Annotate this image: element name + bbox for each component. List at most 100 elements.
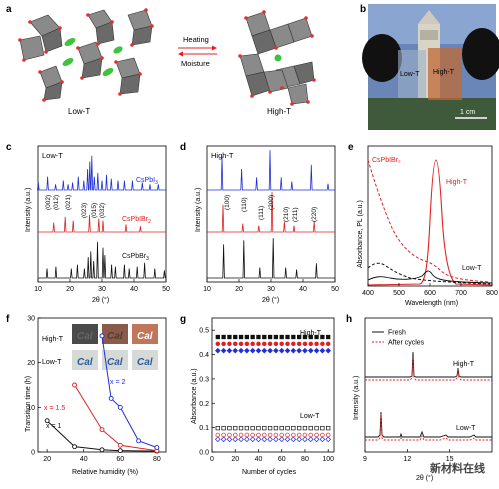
data-point	[154, 445, 160, 450]
data-point	[296, 425, 302, 431]
data-point	[227, 341, 232, 347]
data-point	[302, 436, 308, 443]
data-point	[221, 425, 226, 431]
data-point	[325, 347, 331, 354]
data-point	[296, 432, 302, 438]
data-point	[285, 432, 290, 438]
x-tick-label: 60	[116, 456, 124, 463]
panel-d-corner: High-T	[211, 151, 234, 160]
x-tick-label: 40	[130, 286, 138, 293]
data-point	[227, 334, 232, 340]
x-tick-label: 10	[34, 286, 42, 293]
label-high-t-g: High-T	[300, 330, 322, 337]
miller-210: (210)	[283, 207, 290, 222]
y-tick-label: 0.1	[199, 425, 209, 432]
inset-hight-x1	[72, 324, 98, 344]
x-axis-label-g: Number of cycles	[242, 469, 297, 476]
high-t-label: High-T	[267, 107, 291, 116]
data-point	[326, 334, 331, 340]
data-point	[256, 341, 261, 347]
inset-high-t-label: High-T	[42, 336, 64, 343]
x-tick-label: 30	[98, 286, 106, 293]
data-point	[262, 334, 267, 340]
data-point	[296, 341, 302, 347]
cycle-stability-plot: 0.0 0.1 0.2 0.3 0.4 0.5 0 20 40 60 80 100	[199, 328, 334, 463]
x-tick-label: 12	[403, 456, 411, 463]
x-axis-label-h: 2θ (°)	[416, 474, 433, 482]
miller-220: (220)	[311, 207, 318, 222]
trace-low-t-after	[365, 413, 492, 441]
data-point	[256, 425, 261, 431]
high-t-cs-atom	[274, 54, 282, 62]
data-point	[307, 347, 314, 354]
data-point	[262, 432, 267, 438]
miller-100: (100)	[224, 195, 231, 210]
label-high-t-h: High-T	[453, 361, 475, 368]
photo-glove-right	[462, 28, 499, 80]
label-x15: x = 1.5	[44, 405, 65, 412]
data-point	[279, 425, 284, 431]
data-point	[250, 334, 255, 340]
xrd-series-0	[37, 155, 166, 191]
low-t-structure	[19, 9, 153, 101]
data-point	[267, 425, 273, 431]
x-tick-label: 50	[331, 286, 339, 293]
data-point	[232, 347, 239, 354]
inset-logo-5: Cal	[107, 357, 123, 368]
scale-bar-label: 1 cm	[460, 109, 475, 116]
data-point	[314, 341, 319, 347]
data-point	[285, 341, 290, 347]
data-point	[273, 341, 279, 347]
panel-label-c: c	[6, 142, 12, 153]
photo-film-low-t	[398, 50, 426, 98]
x-tick-label: 50	[162, 286, 170, 293]
data-point	[233, 425, 238, 431]
inset-logo-3: Cal	[137, 331, 153, 342]
inset-lowt-x1	[72, 350, 98, 370]
data-point	[273, 432, 279, 438]
miller-012: (012)	[53, 195, 60, 210]
data-point	[221, 334, 226, 340]
data-point	[249, 436, 256, 443]
data-point	[72, 444, 78, 450]
data-point	[238, 347, 244, 354]
data-point	[267, 347, 273, 354]
data-point	[320, 425, 325, 431]
series-label-cspbi3: CsPbI3	[136, 177, 158, 186]
data-point	[99, 333, 105, 339]
xrd-series-1	[38, 214, 166, 233]
legend-after: After cycles	[388, 340, 425, 347]
miller-021: (021)	[65, 195, 72, 210]
panel-d: d High-T 10 20 30 40 50 (100) (110) (111) (2…	[180, 142, 339, 304]
data-point	[250, 341, 255, 347]
xrd-traces-d	[207, 150, 335, 279]
inset-lowt-x15	[102, 350, 128, 370]
legend-fresh: Fresh	[388, 330, 406, 337]
y-tick-label: 0	[31, 450, 35, 457]
x-tick-label: 600	[424, 290, 436, 297]
data-point	[278, 347, 285, 354]
data-point	[244, 425, 250, 431]
x-axis-label-f: Relative humidity (%)	[72, 469, 138, 476]
data-point	[325, 436, 331, 443]
data-point	[215, 334, 220, 340]
plot-frame-h	[364, 317, 493, 453]
data-point	[302, 425, 308, 431]
heating-label: Heating	[183, 35, 209, 44]
panel-label-e: e	[348, 142, 354, 153]
x-axis-ticks-d: 10 20 30 40 50	[203, 279, 339, 293]
high-t-structure	[239, 11, 315, 105]
data-point	[285, 334, 290, 340]
data-point	[215, 347, 221, 354]
label-high-t-e: High-T	[446, 179, 468, 186]
moisture-arrow-head	[178, 51, 183, 57]
miller-032: (032)	[99, 203, 106, 218]
x-axis-label-e: Wavelength (nm)	[405, 300, 458, 307]
photo-film-high-t	[428, 48, 462, 100]
miller-labels-d: (100) (110) (111) (200) (210) (211) (220…	[224, 195, 318, 222]
data-point	[267, 334, 273, 340]
data-point	[238, 425, 244, 431]
label-low-t-h: Low-T	[456, 425, 476, 432]
data-point	[255, 347, 262, 354]
